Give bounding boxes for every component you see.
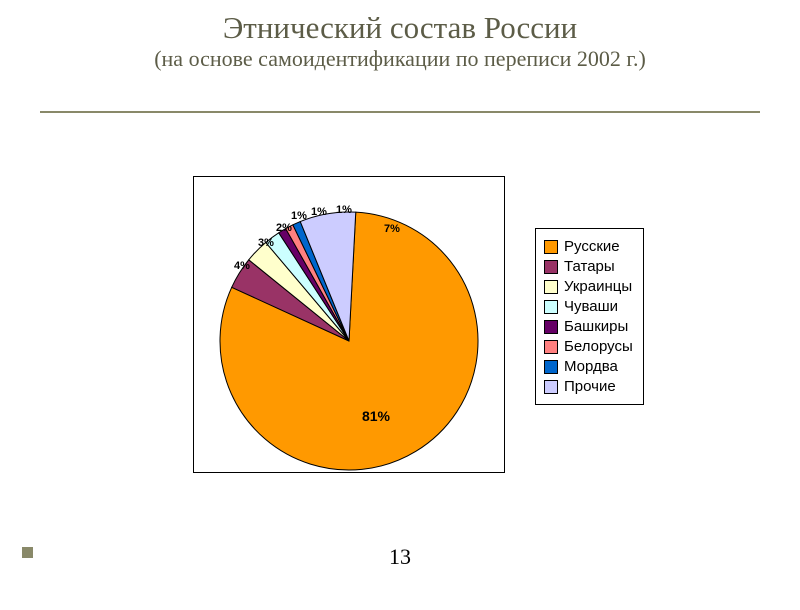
legend-swatch — [544, 240, 558, 254]
legend-swatch — [544, 320, 558, 334]
page-number: 13 — [0, 544, 800, 570]
legend-swatch — [544, 340, 558, 354]
slice-label: 2% — [276, 222, 292, 234]
legend-swatch — [544, 280, 558, 294]
slice-label: 1% — [311, 206, 327, 218]
legend-item: Русские — [544, 238, 633, 255]
legend-item: Башкиры — [544, 318, 633, 335]
legend-swatch — [544, 300, 558, 314]
legend-swatch — [544, 360, 558, 374]
title-line2: (на основе самоидентификации по переписи… — [0, 46, 800, 72]
legend-label: Прочие — [564, 378, 616, 395]
legend-swatch — [544, 260, 558, 274]
pie-chart: 81%4%3%2%1%1%1%7% — [194, 177, 504, 472]
slice-label: 1% — [336, 204, 352, 216]
title-underline — [40, 111, 760, 113]
legend-label: Белорусы — [564, 338, 633, 355]
slide: Этнический состав России (на основе само… — [0, 10, 800, 610]
pie-chart-container: 81%4%3%2%1%1%1%7% — [193, 176, 505, 473]
legend: Русские Татары Украинцы Чуваши Башкиры Белору… — [535, 228, 644, 405]
legend-item: Чуваши — [544, 298, 633, 315]
slice-label: 7% — [384, 223, 400, 235]
legend-item: Украинцы — [544, 278, 633, 295]
legend-label: Мордва — [564, 358, 618, 375]
legend-item: Белорусы — [544, 338, 633, 355]
legend-label: Татары — [564, 258, 615, 275]
legend-item: Мордва — [544, 358, 633, 375]
legend-item: Прочие — [544, 378, 633, 395]
legend-label: Русские — [564, 238, 620, 255]
legend-label: Башкиры — [564, 318, 628, 335]
legend-label: Украинцы — [564, 278, 632, 295]
slice-label: 3% — [258, 237, 274, 249]
legend-item: Татары — [544, 258, 633, 275]
slice-label: 1% — [291, 210, 307, 222]
title-line1: Этнический состав России — [0, 10, 800, 46]
legend-swatch — [544, 380, 558, 394]
legend-label: Чуваши — [564, 298, 618, 315]
corner-square-icon — [22, 547, 33, 558]
slice-label: 81% — [362, 408, 391, 424]
slice-label: 4% — [234, 260, 250, 272]
